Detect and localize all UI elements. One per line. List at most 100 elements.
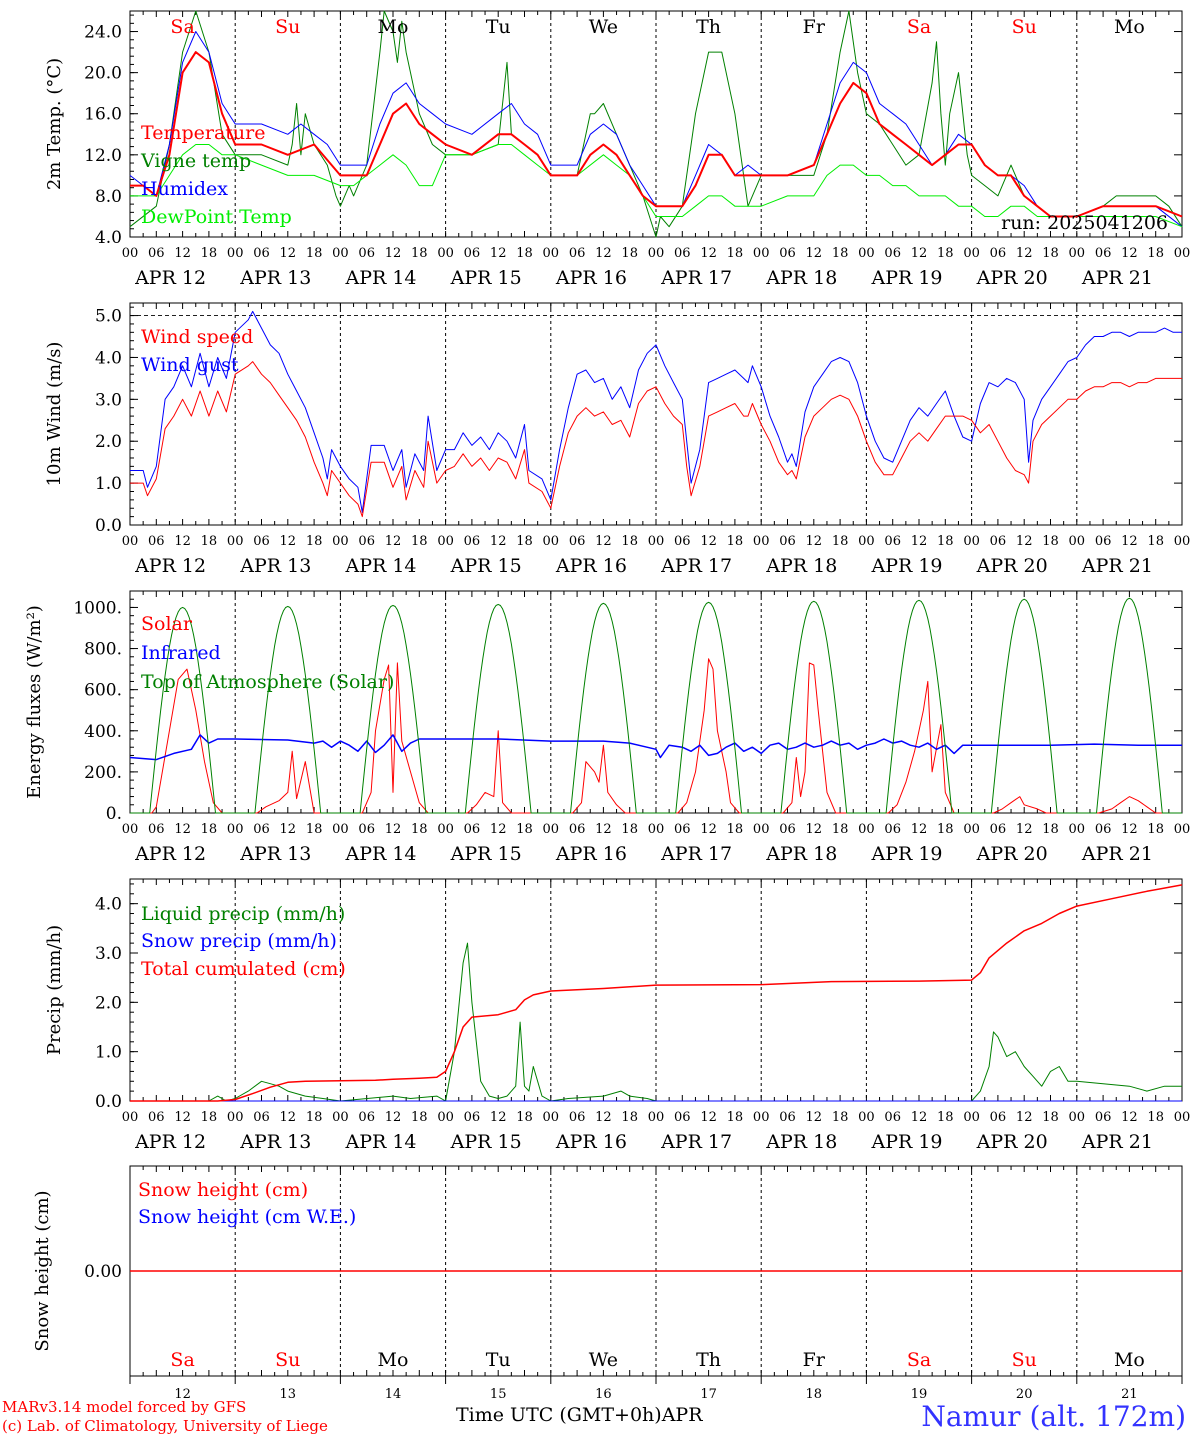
y-tick-label: 2.0 [95, 993, 122, 1013]
y-tick-label: 20.0 [84, 64, 122, 84]
hour-label: 06 [464, 1110, 481, 1125]
weekday-label: Mo [378, 1349, 409, 1371]
date-label: APR 18 [765, 555, 837, 577]
hour-label: 00 [963, 1110, 980, 1125]
weekday-label: Su [275, 16, 300, 38]
time-axis-label: Time UTC (GMT+0h) [456, 1404, 662, 1426]
weekday-label: Su [275, 1349, 300, 1371]
hour-label: 06 [990, 246, 1007, 261]
hour-label: 00 [1069, 822, 1086, 837]
y-tick-label: 800. [84, 640, 122, 660]
hour-label: 00 [1069, 246, 1086, 261]
y-tick-label: 0.0 [95, 516, 122, 536]
hour-label: 12 [385, 822, 402, 837]
hour-label: 18 [1147, 534, 1164, 549]
legend-entry: Snow precip (mm/h) [141, 930, 337, 952]
hour-label: 06 [990, 534, 1007, 549]
hour-label: 00 [858, 1110, 875, 1125]
hour-label: 12 [595, 534, 612, 549]
day-number: 16 [595, 1387, 612, 1402]
hour-label: 00 [332, 1110, 349, 1125]
hour-label: 12 [911, 822, 928, 837]
y-tick-label: 3.0 [95, 390, 122, 410]
hour-label: 06 [674, 246, 691, 261]
hour-label: 06 [884, 246, 901, 261]
hour-label: 18 [937, 822, 954, 837]
hour-label: 12 [806, 1110, 823, 1125]
weekday-label: Mo [1114, 1349, 1145, 1371]
hour-label: 00 [437, 534, 454, 549]
hour-label: 12 [911, 246, 928, 261]
hour-label: 00 [122, 534, 139, 549]
legend-entry: Humidex [141, 178, 228, 200]
hour-label: 18 [201, 246, 218, 261]
hour-label: 12 [490, 822, 507, 837]
day-number: 12 [174, 1387, 191, 1402]
series-top-of-atmosphere-solar- [130, 597, 1182, 814]
hour-label: 06 [464, 534, 481, 549]
hour-label: 12 [1121, 534, 1138, 549]
weekday-label: Su [1012, 1349, 1037, 1371]
legend-entry: Liquid precip (mm/h) [141, 903, 345, 925]
hour-label: 06 [674, 1110, 691, 1125]
hour-label: 00 [753, 534, 770, 549]
hour-label: 00 [1174, 1110, 1191, 1125]
y-tick-label: 8.0 [95, 187, 122, 207]
hour-label: 18 [621, 822, 638, 837]
date-label: APR 12 [134, 843, 206, 865]
y-tick-label: 0.0 [95, 1092, 122, 1112]
hour-label: 18 [201, 822, 218, 837]
hour-label: 06 [990, 1110, 1007, 1125]
hour-label: 00 [858, 246, 875, 261]
hour-label: 06 [674, 822, 691, 837]
weekday-label: Th [696, 16, 721, 38]
hour-label: 00 [1069, 1110, 1086, 1125]
hour-label: 00 [753, 822, 770, 837]
model-line: MARv3.14 model forced by GFS [2, 1398, 247, 1416]
date-label: APR 18 [765, 1131, 837, 1153]
day-number: 18 [806, 1387, 823, 1402]
hour-label: 12 [595, 822, 612, 837]
legend-entry: Snow height (cm W.E.) [138, 1206, 356, 1228]
hour-label: 18 [832, 534, 849, 549]
hour-label: 18 [411, 1110, 428, 1125]
hour-label: 00 [753, 246, 770, 261]
hour-label: 12 [1121, 1110, 1138, 1125]
date-label: APR 14 [344, 843, 416, 865]
date-label: APR 17 [660, 843, 732, 865]
hour-label: 18 [1147, 1110, 1164, 1125]
panel-3: 0. 200. 400. 600. 800. 1000. Energy fluxes (W/… [24, 590, 1190, 865]
series-liquid-precip-mm-h- [130, 942, 1182, 1102]
hour-label: 00 [963, 246, 980, 261]
hour-label: 12 [595, 1110, 612, 1125]
model-credit: MARv3.14 model forced by GFS (c) Lab. of… [2, 1398, 328, 1436]
date-label: APR 15 [450, 267, 522, 289]
hour-label: 12 [595, 246, 612, 261]
weekday-label: Sa [907, 16, 931, 38]
hour-label: 12 [490, 246, 507, 261]
hour-label: 06 [358, 822, 375, 837]
day-number: 14 [385, 1387, 402, 1402]
weekday-label: Fr [803, 1349, 826, 1371]
date-label: APR 16 [555, 843, 627, 865]
hour-label: 00 [543, 1110, 560, 1125]
series-total-cumulated-cm- [130, 884, 1183, 1102]
weekday-label: Fr [803, 16, 826, 38]
weekday-label: Su [1012, 16, 1037, 38]
hour-label: 06 [779, 534, 796, 549]
hour-label: 00 [648, 1110, 665, 1125]
date-label: APR 16 [555, 267, 627, 289]
hour-label: 18 [1147, 246, 1164, 261]
hour-label: 18 [621, 534, 638, 549]
hour-label: 18 [1042, 246, 1059, 261]
hour-label: 06 [1095, 246, 1112, 261]
y-tick-label: 200. [84, 763, 122, 783]
series-humidex [129, 31, 1183, 228]
legend-entry: DewPoint Temp [141, 206, 292, 228]
run-label: run: 2025041206 [1001, 212, 1168, 234]
hour-label: 12 [911, 534, 928, 549]
date-label: APR 14 [344, 267, 416, 289]
hour-label: 12 [280, 246, 297, 261]
y-tick-label: 16.0 [84, 105, 122, 125]
